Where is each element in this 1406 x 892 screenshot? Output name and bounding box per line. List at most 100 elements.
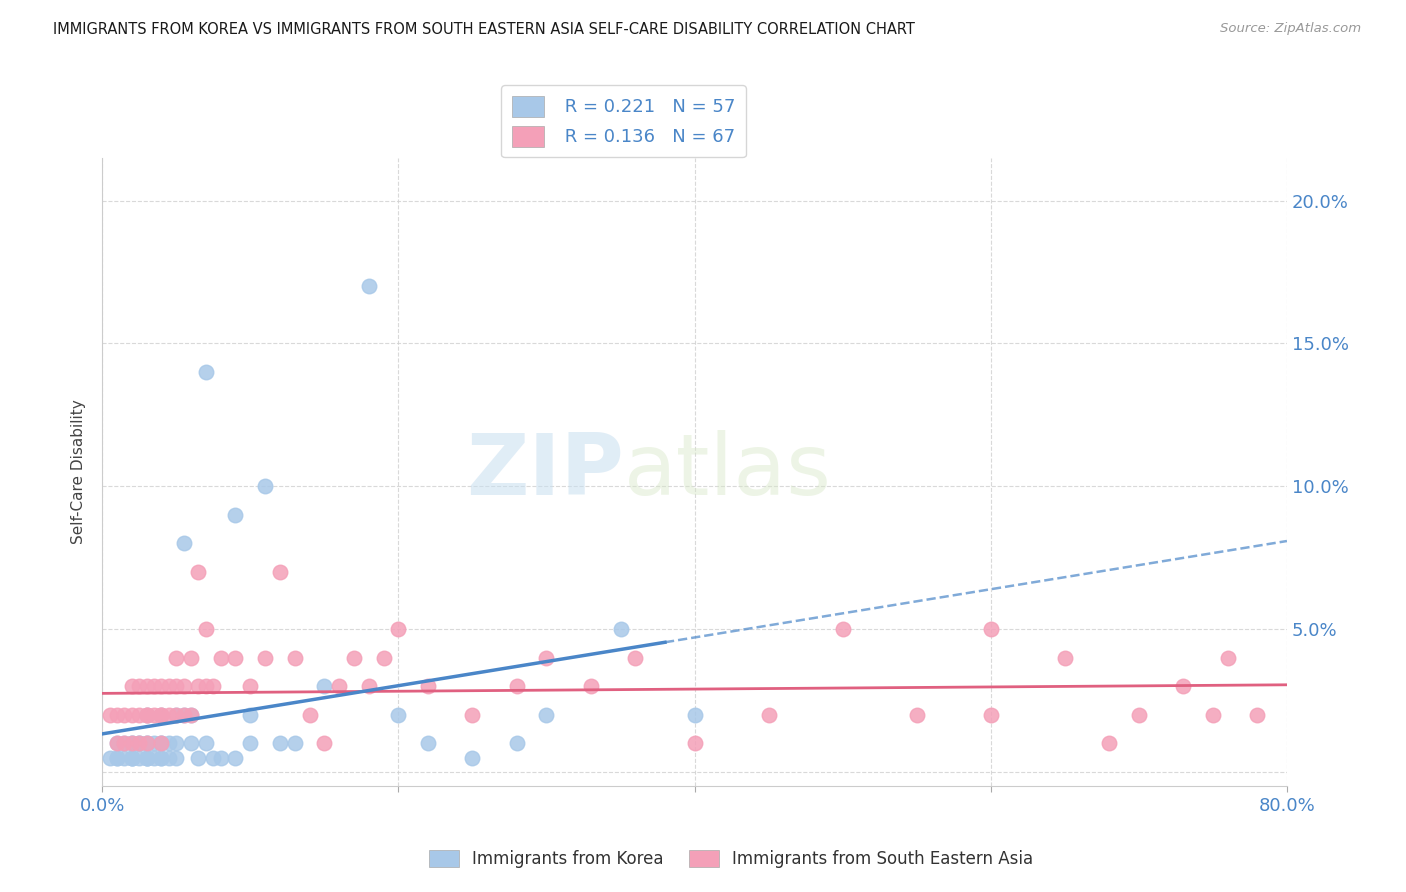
Point bbox=[224, 650, 246, 665]
Point bbox=[180, 707, 202, 722]
Point bbox=[135, 750, 157, 764]
Point bbox=[416, 736, 439, 750]
Point bbox=[135, 707, 157, 722]
Point bbox=[194, 365, 217, 379]
Point bbox=[112, 707, 135, 722]
Point bbox=[173, 707, 195, 722]
Point bbox=[180, 650, 202, 665]
Point bbox=[105, 750, 128, 764]
Point bbox=[128, 736, 150, 750]
Point bbox=[135, 736, 157, 750]
Point bbox=[239, 679, 262, 693]
Point bbox=[579, 679, 602, 693]
Point bbox=[254, 479, 277, 493]
Point bbox=[343, 650, 366, 665]
Point bbox=[121, 750, 143, 764]
Point bbox=[165, 707, 187, 722]
Point bbox=[150, 750, 173, 764]
Point bbox=[105, 750, 128, 764]
Point bbox=[357, 279, 380, 293]
Point bbox=[135, 750, 157, 764]
Point bbox=[239, 736, 262, 750]
Point bbox=[1173, 679, 1195, 693]
Point bbox=[269, 736, 291, 750]
Point bbox=[150, 707, 173, 722]
Point bbox=[150, 736, 173, 750]
Point bbox=[187, 679, 209, 693]
Point bbox=[150, 750, 173, 764]
Point bbox=[143, 750, 166, 764]
Point bbox=[1202, 707, 1225, 722]
Text: IMMIGRANTS FROM KOREA VS IMMIGRANTS FROM SOUTH EASTERN ASIA SELF-CARE DISABILITY: IMMIGRANTS FROM KOREA VS IMMIGRANTS FROM… bbox=[53, 22, 915, 37]
Point bbox=[157, 736, 180, 750]
Point bbox=[112, 750, 135, 764]
Point bbox=[314, 679, 336, 693]
Point bbox=[165, 707, 187, 722]
Point bbox=[128, 707, 150, 722]
Point bbox=[135, 736, 157, 750]
Point bbox=[357, 679, 380, 693]
Point bbox=[143, 679, 166, 693]
Point bbox=[135, 707, 157, 722]
Point bbox=[284, 650, 307, 665]
Point bbox=[143, 707, 166, 722]
Point bbox=[1098, 736, 1121, 750]
Point bbox=[506, 679, 529, 693]
Point bbox=[209, 650, 232, 665]
Point bbox=[150, 707, 173, 722]
Point bbox=[1246, 707, 1268, 722]
Point bbox=[536, 707, 558, 722]
Point bbox=[387, 622, 409, 636]
Point bbox=[165, 736, 187, 750]
Point bbox=[121, 750, 143, 764]
Point bbox=[298, 707, 321, 722]
Point bbox=[831, 622, 853, 636]
Point bbox=[980, 622, 1002, 636]
Point bbox=[143, 736, 166, 750]
Point bbox=[157, 707, 180, 722]
Point bbox=[128, 750, 150, 764]
Point bbox=[284, 736, 307, 750]
Point bbox=[112, 736, 135, 750]
Point bbox=[536, 650, 558, 665]
Point bbox=[194, 736, 217, 750]
Point bbox=[202, 750, 225, 764]
Y-axis label: Self-Care Disability: Self-Care Disability bbox=[72, 400, 86, 544]
Point bbox=[165, 679, 187, 693]
Point bbox=[150, 736, 173, 750]
Point bbox=[121, 736, 143, 750]
Point bbox=[224, 508, 246, 522]
Point bbox=[194, 679, 217, 693]
Point bbox=[150, 736, 173, 750]
Point bbox=[121, 750, 143, 764]
Point bbox=[98, 707, 121, 722]
Point bbox=[128, 736, 150, 750]
Point bbox=[180, 707, 202, 722]
Point bbox=[609, 622, 631, 636]
Point bbox=[105, 736, 128, 750]
Point bbox=[165, 750, 187, 764]
Point bbox=[98, 750, 121, 764]
Point bbox=[1053, 650, 1076, 665]
Point bbox=[135, 679, 157, 693]
Point bbox=[758, 707, 780, 722]
Point bbox=[112, 736, 135, 750]
Point bbox=[135, 707, 157, 722]
Point bbox=[128, 679, 150, 693]
Point bbox=[373, 650, 395, 665]
Legend:  R = 0.221   N = 57,  R = 0.136   N = 67: R = 0.221 N = 57, R = 0.136 N = 67 bbox=[501, 85, 747, 157]
Point bbox=[157, 750, 180, 764]
Point bbox=[165, 650, 187, 665]
Text: atlas: atlas bbox=[623, 431, 831, 514]
Point bbox=[150, 707, 173, 722]
Point bbox=[506, 736, 529, 750]
Point bbox=[905, 707, 928, 722]
Point bbox=[624, 650, 647, 665]
Point bbox=[121, 679, 143, 693]
Point bbox=[121, 707, 143, 722]
Point bbox=[173, 707, 195, 722]
Point bbox=[239, 707, 262, 722]
Point bbox=[135, 750, 157, 764]
Point bbox=[173, 679, 195, 693]
Point bbox=[121, 736, 143, 750]
